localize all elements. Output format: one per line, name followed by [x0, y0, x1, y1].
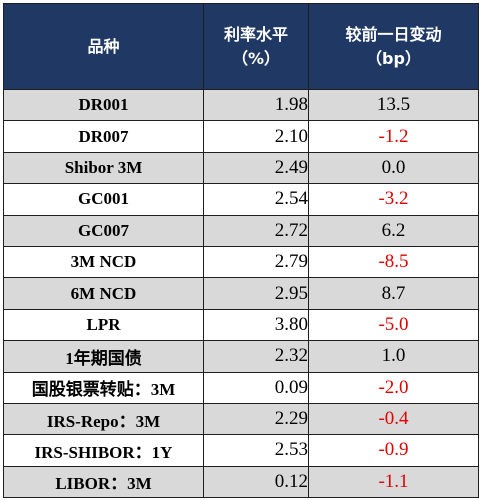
- rate-cell: 2.95: [203, 277, 309, 310]
- variety-cell: IRS-SHIBOR：1Y: [3, 434, 204, 467]
- table-row: IRS-Repo：3M 2.29 -0.4: [3, 402, 479, 436]
- change-cell: -3.2: [308, 183, 479, 216]
- table-row: DR001 1.98 13.5: [3, 88, 479, 122]
- rate-cell: 1.98: [203, 88, 309, 122]
- change-cell: -5.0: [308, 308, 479, 342]
- table-row: LPR 3.80 -5.0: [3, 308, 479, 342]
- change-cell: 8.7: [308, 277, 479, 310]
- rate-cell: 0.09: [203, 371, 309, 404]
- variety-cell: 3M NCD: [3, 245, 204, 279]
- change-cell: -1.1: [308, 465, 479, 499]
- change-cell: 0.0: [308, 151, 479, 185]
- change-cell: -0.9: [308, 434, 479, 467]
- table-row: IRS-SHIBOR：1Y 2.53 -0.9: [3, 434, 479, 467]
- table-row: DR007 2.10 -1.2: [3, 120, 479, 153]
- rates-table: 品种 利率水平 （%） 较前一日变动 （bp） DR001 1.98 13.5 DR0…: [3, 3, 479, 499]
- variety-cell: 6M NCD: [3, 277, 204, 310]
- table-row: Shibor 3M 2.49 0.0: [3, 151, 479, 185]
- rate-cell: 2.53: [203, 434, 309, 467]
- header-daily-change: 较前一日变动 （bp）: [308, 3, 479, 90]
- rate-cell: 2.54: [203, 183, 309, 216]
- variety-cell: 1年期国债: [3, 340, 204, 373]
- variety-cell: IRS-Repo：3M: [3, 402, 204, 436]
- header-change-unit: （bp）: [366, 48, 421, 68]
- rate-cell: 3.80: [203, 308, 309, 342]
- rate-cell: 2.32: [203, 340, 309, 373]
- variety-cell: LIBOR：3M: [3, 465, 204, 499]
- rate-cell: 2.72: [203, 214, 309, 247]
- variety-cell: 国股银票转贴：3M: [3, 371, 204, 404]
- table-row: 3M NCD 2.79 -8.5: [3, 245, 479, 279]
- change-cell: -8.5: [308, 245, 479, 279]
- variety-cell: GC001: [3, 183, 204, 216]
- header-rate-unit: （%）: [231, 48, 281, 68]
- change-cell: -0.4: [308, 402, 479, 436]
- header-change-label: 较前一日变动: [345, 24, 442, 44]
- rate-cell: 0.12: [203, 465, 309, 499]
- header-row: 品种 利率水平 （%） 较前一日变动 （bp）: [3, 3, 479, 90]
- change-cell: -1.2: [308, 120, 479, 153]
- table-row: 1年期国债 2.32 1.0: [3, 340, 479, 373]
- rate-cell: 2.49: [203, 151, 309, 185]
- table-row: GC007 2.72 6.2: [3, 214, 479, 247]
- change-cell: 1.0: [308, 340, 479, 373]
- variety-cell: DR007: [3, 120, 204, 153]
- variety-cell: GC007: [3, 214, 204, 247]
- variety-cell: DR001: [3, 88, 204, 122]
- header-rate-level: 利率水平 （%）: [203, 3, 309, 90]
- rate-cell: 2.10: [203, 120, 309, 153]
- table-row: 国股银票转贴：3M 0.09 -2.0: [3, 371, 479, 404]
- change-cell: 13.5: [308, 88, 479, 122]
- change-cell: -2.0: [308, 371, 479, 404]
- header-variety-label: 品种: [87, 36, 120, 56]
- table-row: LIBOR：3M 0.12 -1.1: [3, 465, 479, 499]
- table-row: 6M NCD 2.95 8.7: [3, 277, 479, 310]
- variety-cell: LPR: [3, 308, 204, 342]
- rate-cell: 2.79: [203, 245, 309, 279]
- change-cell: 6.2: [308, 214, 479, 247]
- header-rate-label: 利率水平: [223, 24, 288, 44]
- table-row: GC001 2.54 -3.2: [3, 183, 479, 216]
- table-body: DR001 1.98 13.5 DR007 2.10 -1.2 Shibor 3M 2.49 0…: [3, 88, 479, 499]
- header-variety: 品种: [3, 3, 204, 90]
- rate-cell: 2.29: [203, 402, 309, 436]
- variety-cell: Shibor 3M: [3, 151, 204, 185]
